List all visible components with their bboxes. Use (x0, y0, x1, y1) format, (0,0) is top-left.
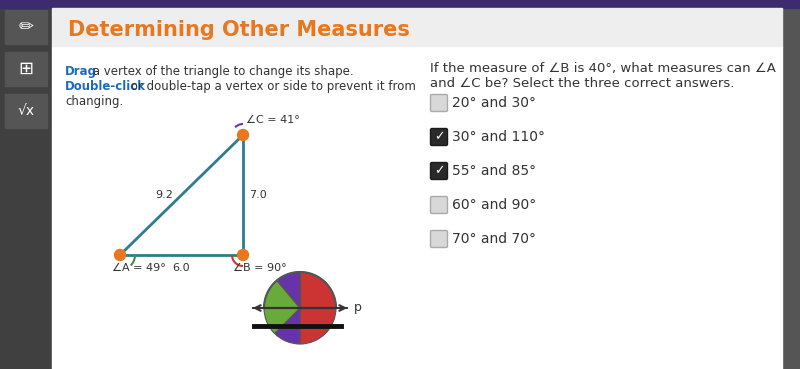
Text: changing.: changing. (65, 95, 123, 108)
Text: 6.0: 6.0 (173, 263, 190, 273)
Text: 55° and 85°: 55° and 85° (452, 164, 536, 178)
Text: Double-click: Double-click (65, 80, 146, 93)
Bar (52, 46, 782, 369)
FancyBboxPatch shape (430, 197, 447, 214)
Text: and ∠C be? Select the three correct answers.: and ∠C be? Select the three correct answ… (430, 77, 734, 90)
Circle shape (238, 249, 249, 261)
Text: a vertex of the triangle to change its shape.: a vertex of the triangle to change its s… (89, 65, 354, 78)
Text: √x: √x (18, 104, 34, 118)
Circle shape (238, 130, 249, 141)
Text: ∠C = 41°: ∠C = 41° (246, 115, 300, 125)
Text: or double-tap a vertex or side to prevent it from: or double-tap a vertex or side to preven… (127, 80, 416, 93)
Text: ✏: ✏ (18, 18, 34, 36)
PathPatch shape (277, 272, 300, 308)
Wedge shape (264, 308, 300, 334)
Text: Drag: Drag (65, 65, 97, 78)
Text: If the measure of ∠B is 40°, what measures can ∠A: If the measure of ∠B is 40°, what measur… (430, 62, 776, 75)
FancyBboxPatch shape (430, 128, 447, 145)
Bar (5, 94, 47, 128)
Bar (5, 10, 47, 44)
Text: 70° and 70°: 70° and 70° (452, 232, 536, 246)
Wedge shape (274, 308, 300, 344)
Text: 9.2: 9.2 (156, 190, 174, 200)
Text: ∠B = 90°: ∠B = 90° (233, 263, 286, 273)
Bar (52, 8, 782, 46)
Text: ⊞: ⊞ (18, 60, 34, 78)
Text: ✓: ✓ (434, 165, 444, 177)
Text: ✓: ✓ (434, 131, 444, 144)
Text: 20° and 30°: 20° and 30° (452, 96, 536, 110)
FancyBboxPatch shape (430, 231, 447, 248)
Text: 60° and 90°: 60° and 90° (452, 198, 536, 212)
Text: 7.0: 7.0 (249, 190, 266, 200)
PathPatch shape (300, 272, 336, 308)
FancyBboxPatch shape (430, 94, 447, 111)
Wedge shape (300, 308, 336, 344)
Text: 30° and 110°: 30° and 110° (452, 130, 545, 144)
Bar (0, 0, 800, 8)
Circle shape (114, 249, 126, 261)
Bar (0, 0, 52, 369)
PathPatch shape (264, 280, 300, 308)
Text: Determining Other Measures: Determining Other Measures (68, 20, 410, 40)
Bar (782, 0, 800, 369)
Bar (5, 52, 47, 86)
Text: ∠A = 49°: ∠A = 49° (112, 263, 166, 273)
FancyBboxPatch shape (430, 162, 447, 179)
Text: p: p (354, 301, 362, 314)
